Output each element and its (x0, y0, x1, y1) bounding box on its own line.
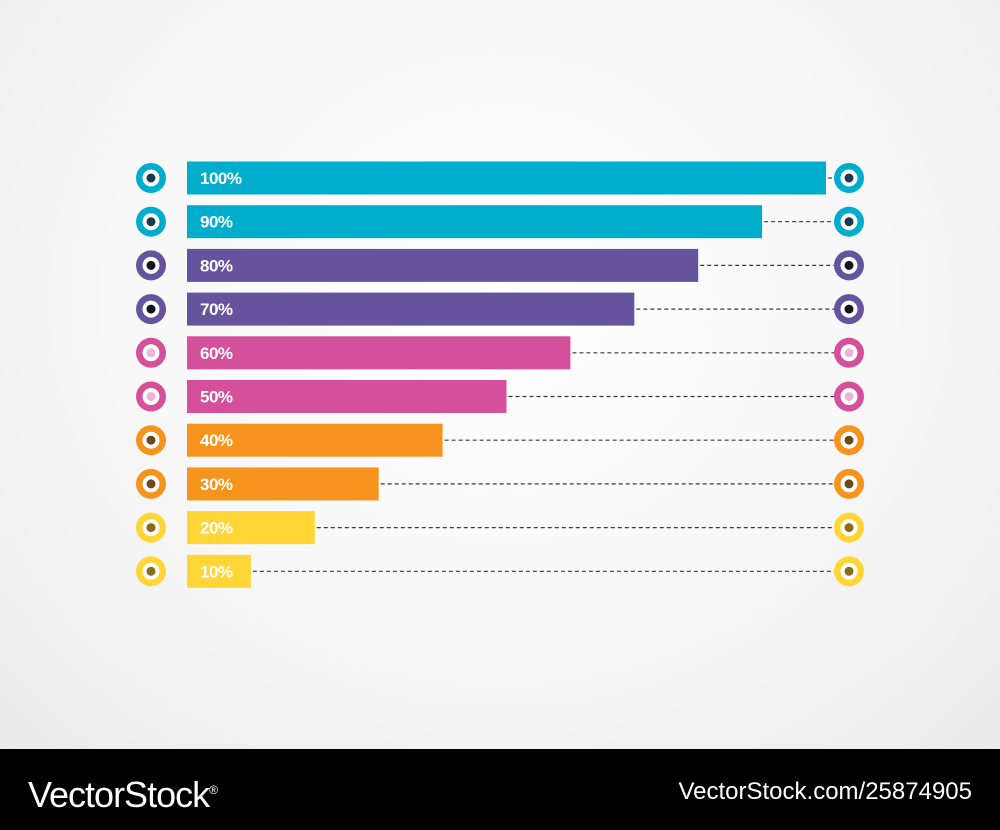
markers (136, 163, 864, 587)
left-marker-6 (136, 381, 166, 412)
left-marker-3 (136, 250, 166, 281)
right-marker-3 (834, 250, 864, 281)
bar-2 (187, 205, 763, 239)
bar-label-6: 50% (200, 388, 233, 407)
bar-label-10: 10% (200, 562, 233, 581)
right-marker-2 (834, 206, 864, 237)
bar-4 (187, 292, 635, 326)
left-marker-1 (136, 163, 166, 193)
bar-label-4: 70% (200, 300, 233, 319)
left-marker-2-center-dot (146, 217, 156, 227)
left-marker-4 (136, 294, 166, 325)
left-marker-4-center-dot (146, 304, 156, 314)
left-marker-6-center-dot (146, 392, 156, 401)
right-marker-7 (834, 425, 864, 456)
right-marker-9-center-dot (844, 523, 854, 533)
right-marker-8 (834, 468, 864, 499)
left-marker-7-center-dot (146, 435, 156, 445)
bar-label-7: 40% (200, 431, 233, 450)
bar-8 (187, 467, 379, 501)
footer-brand-text: VectorStock (28, 774, 210, 815)
right-marker-8-center-dot (844, 479, 854, 489)
bars (187, 161, 826, 588)
footer-brand-logo: VectorStock® (28, 769, 218, 816)
right-marker-1-center-dot (844, 173, 854, 183)
right-marker-5 (834, 337, 864, 368)
left-marker-2 (136, 206, 166, 237)
right-marker-6-center-dot (844, 392, 854, 401)
left-marker-10-center-dot (146, 566, 156, 576)
footer-brand-mark: ® (209, 783, 218, 797)
right-marker-6 (834, 381, 864, 412)
left-marker-9-center-dot (146, 523, 156, 533)
bar-label-8: 30% (200, 475, 233, 494)
right-marker-2-center-dot (844, 217, 854, 227)
right-marker-7-center-dot (844, 435, 854, 445)
right-marker-10-center-dot (844, 566, 854, 576)
footer-url: VectorStock.com/25874905 (678, 778, 972, 805)
left-marker-8-center-dot (146, 479, 156, 489)
left-marker-5 (136, 337, 166, 368)
bar-label-3: 80% (200, 256, 233, 275)
watermark-footer: VectorStock® VectorStock.com/25874905 (0, 749, 1000, 830)
right-marker-4 (834, 294, 864, 325)
bar-label-2: 90% (200, 213, 233, 232)
bar-label-1: 100% (200, 169, 242, 188)
right-marker-5-center-dot (844, 348, 854, 358)
bar-6 (187, 380, 507, 413)
bar-5 (187, 336, 571, 370)
bar-9 (187, 511, 315, 545)
bar-1 (187, 161, 826, 195)
right-marker-3-center-dot (844, 260, 854, 270)
bar-chart: 100% 90% 80% 70% 60% 50% 40% 30% 20% 10% (136, 161, 864, 588)
left-marker-5-center-dot (146, 348, 156, 358)
left-marker-1-center-dot (146, 173, 156, 183)
bar-labels: 100% 90% 80% 70% 60% 50% 40% 30% 20% 10% (200, 169, 242, 581)
bar-3 (187, 248, 699, 282)
bar-label-5: 60% (200, 344, 233, 363)
left-marker-9 (136, 512, 166, 543)
leader-lines (252, 177, 834, 572)
bar-label-9: 20% (200, 519, 233, 538)
bar-10 (187, 554, 251, 588)
right-marker-10 (834, 556, 864, 587)
left-marker-7 (136, 425, 166, 456)
left-marker-10 (136, 556, 166, 587)
chart-canvas: 100% 90% 80% 70% 60% 50% 40% 30% 20% 10% (0, 0, 1000, 749)
left-marker-3-center-dot (146, 260, 156, 270)
bar-7 (187, 423, 443, 457)
left-marker-8 (136, 468, 166, 499)
right-marker-4-center-dot (844, 304, 854, 314)
right-marker-1 (834, 163, 864, 193)
right-marker-9 (834, 512, 864, 543)
